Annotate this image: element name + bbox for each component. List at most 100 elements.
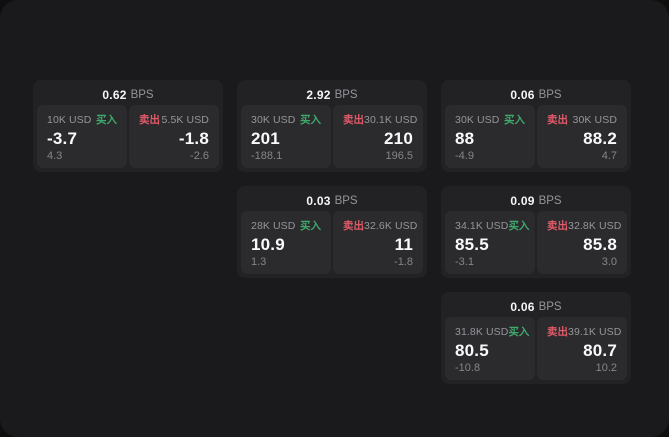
sell-side-label: 卖出 [547, 220, 568, 232]
quote-tiles: 34.1K USD 买入 85.5 -3.1 卖出 32.8K USD 85.8… [445, 211, 627, 274]
buy-delta: -3.1 [455, 256, 474, 268]
buy-side-label: 买入 [300, 114, 321, 126]
quote-card: 2.92 BPS 30K USD 买入 201 -188.1 卖出 30.1K … [237, 80, 427, 172]
card-header-bps: 0.03 BPS [241, 190, 423, 211]
buy-quote-tile[interactable]: 34.1K USD 买入 85.5 -3.1 [445, 211, 535, 274]
sell-delta: -1.8 [394, 256, 413, 268]
buy-quote-tile[interactable]: 28K USD 买入 10.9 1.3 [241, 211, 331, 274]
card-header-bps: 0.62 BPS [37, 84, 219, 105]
sell-tile-top-row: 卖出 32.6K USD [343, 218, 417, 233]
buy-side-label: 买入 [508, 326, 530, 338]
sell-quote-tile[interactable]: 卖出 32.8K USD 85.8 3.0 [537, 211, 627, 274]
quote-card: 0.09 BPS 34.1K USD 买入 85.5 -3.1 卖出 32.8K… [441, 186, 631, 278]
buy-tile-top-row: 31.8K USD 买入 [455, 324, 529, 339]
sell-tile-top-row: 卖出 30.1K USD [343, 112, 417, 127]
bps-unit-label: BPS [334, 88, 358, 101]
bps-spread-value: 2.92 [306, 87, 331, 102]
sell-quote-tile[interactable]: 卖出 30.1K USD 210 196.5 [333, 105, 423, 168]
quote-card: 0.62 BPS 10K USD 买入 -3.7 4.3 卖出 5.5K USD… [33, 80, 223, 172]
sell-amount: 30K USD [572, 113, 617, 126]
card-header-bps: 0.06 BPS [445, 296, 627, 317]
quote-card: 0.06 BPS 31.8K USD 买入 80.5 -10.8 卖出 39.1… [441, 292, 631, 384]
quote-tiles: 28K USD 买入 10.9 1.3 卖出 32.6K USD 11 -1.8 [241, 211, 423, 274]
buy-side-label: 买入 [300, 220, 321, 232]
buy-amount: 30K USD [251, 113, 296, 126]
buy-side-label: 买入 [504, 114, 525, 126]
buy-price: 201 [251, 129, 280, 148]
bps-unit-label: BPS [334, 194, 358, 207]
bps-spread-value: 0.09 [510, 193, 535, 208]
buy-tile-top-row: 10K USD 买入 [47, 112, 117, 127]
quote-tiles: 10K USD 买入 -3.7 4.3 卖出 5.5K USD -1.8 -2.… [37, 105, 219, 168]
quote-tiles: 30K USD 买入 88 -4.9 卖出 30K USD 88.2 4.7 [445, 105, 627, 168]
quote-tiles: 31.8K USD 买入 80.5 -10.8 卖出 39.1K USD 80.… [445, 317, 627, 380]
sell-quote-tile[interactable]: 卖出 32.6K USD 11 -1.8 [333, 211, 423, 274]
buy-delta: -10.8 [455, 362, 481, 374]
sell-delta: 4.7 [601, 150, 617, 162]
sell-side-label: 卖出 [343, 114, 364, 126]
buy-quote-tile[interactable]: 30K USD 买入 201 -188.1 [241, 105, 331, 168]
buy-side-label: 买入 [508, 220, 530, 232]
buy-tile-top-row: 30K USD 买入 [251, 112, 321, 127]
sell-amount: 30.1K USD [364, 113, 418, 126]
buy-quote-tile[interactable]: 30K USD 买入 88 -4.9 [445, 105, 535, 168]
sell-quote-tile[interactable]: 卖出 30K USD 88.2 4.7 [537, 105, 627, 168]
bps-spread-value: 0.03 [306, 193, 331, 208]
sell-price: 80.7 [583, 341, 617, 360]
sell-quote-tile[interactable]: 卖出 39.1K USD 80.7 10.2 [537, 317, 627, 380]
buy-quote-tile[interactable]: 31.8K USD 买入 80.5 -10.8 [445, 317, 535, 380]
quote-card: 0.06 BPS 30K USD 买入 88 -4.9 卖出 30K USD 8… [441, 80, 631, 172]
buy-price: -3.7 [47, 129, 78, 148]
buy-tile-top-row: 34.1K USD 买入 [455, 218, 529, 233]
sell-delta: 3.0 [601, 256, 617, 268]
buy-delta: 4.3 [47, 150, 63, 162]
bps-spread-value: 0.06 [510, 299, 535, 314]
bps-unit-label: BPS [538, 194, 562, 207]
sell-amount: 5.5K USD [161, 113, 209, 126]
buy-amount: 30K USD [455, 113, 500, 126]
bps-unit-label: BPS [538, 300, 562, 313]
buy-delta: 1.3 [251, 256, 267, 268]
buy-amount: 34.1K USD [455, 219, 509, 232]
bps-unit-label: BPS [538, 88, 562, 101]
sell-tile-top-row: 卖出 39.1K USD [547, 324, 621, 339]
sell-amount: 32.6K USD [364, 219, 418, 232]
quote-cards-grid: 0.62 BPS 10K USD 买入 -3.7 4.3 卖出 5.5K USD… [33, 80, 631, 384]
buy-price: 10.9 [251, 235, 285, 254]
sell-delta: 196.5 [385, 150, 413, 162]
sell-tile-top-row: 卖出 5.5K USD [139, 112, 209, 127]
buy-price: 88 [455, 129, 475, 148]
bps-spread-value: 0.62 [102, 87, 127, 102]
sell-side-label: 卖出 [343, 220, 364, 232]
sell-tile-top-row: 卖出 30K USD [547, 112, 617, 127]
quote-card: 0.03 BPS 28K USD 买入 10.9 1.3 卖出 32.6K US… [237, 186, 427, 278]
sell-price: 210 [384, 129, 413, 148]
buy-price: 80.5 [455, 341, 489, 360]
sell-tile-top-row: 卖出 32.8K USD [547, 218, 621, 233]
buy-amount: 10K USD [47, 113, 92, 126]
sell-price: 11 [394, 235, 413, 254]
sell-amount: 32.8K USD [568, 219, 622, 232]
quote-tiles: 30K USD 买入 201 -188.1 卖出 30.1K USD 210 1… [241, 105, 423, 168]
sell-side-label: 卖出 [547, 114, 568, 126]
buy-quote-tile[interactable]: 10K USD 买入 -3.7 4.3 [37, 105, 127, 168]
sell-side-label: 卖出 [547, 326, 568, 338]
sell-price: 88.2 [583, 129, 617, 148]
sell-delta: 10.2 [595, 362, 617, 374]
buy-amount: 31.8K USD [455, 325, 509, 338]
sell-delta: -2.6 [190, 150, 209, 162]
bps-unit-label: BPS [130, 88, 154, 101]
card-header-bps: 0.09 BPS [445, 190, 627, 211]
buy-delta: -188.1 [251, 150, 283, 162]
card-header-bps: 0.06 BPS [445, 84, 627, 105]
card-header-bps: 2.92 BPS [241, 84, 423, 105]
buy-side-label: 买入 [96, 114, 117, 126]
sell-side-label: 卖出 [139, 114, 160, 126]
buy-tile-top-row: 28K USD 买入 [251, 218, 321, 233]
sell-price: -1.8 [178, 129, 209, 148]
sell-price: 85.8 [583, 235, 617, 254]
buy-price: 85.5 [455, 235, 489, 254]
sell-quote-tile[interactable]: 卖出 5.5K USD -1.8 -2.6 [129, 105, 219, 168]
